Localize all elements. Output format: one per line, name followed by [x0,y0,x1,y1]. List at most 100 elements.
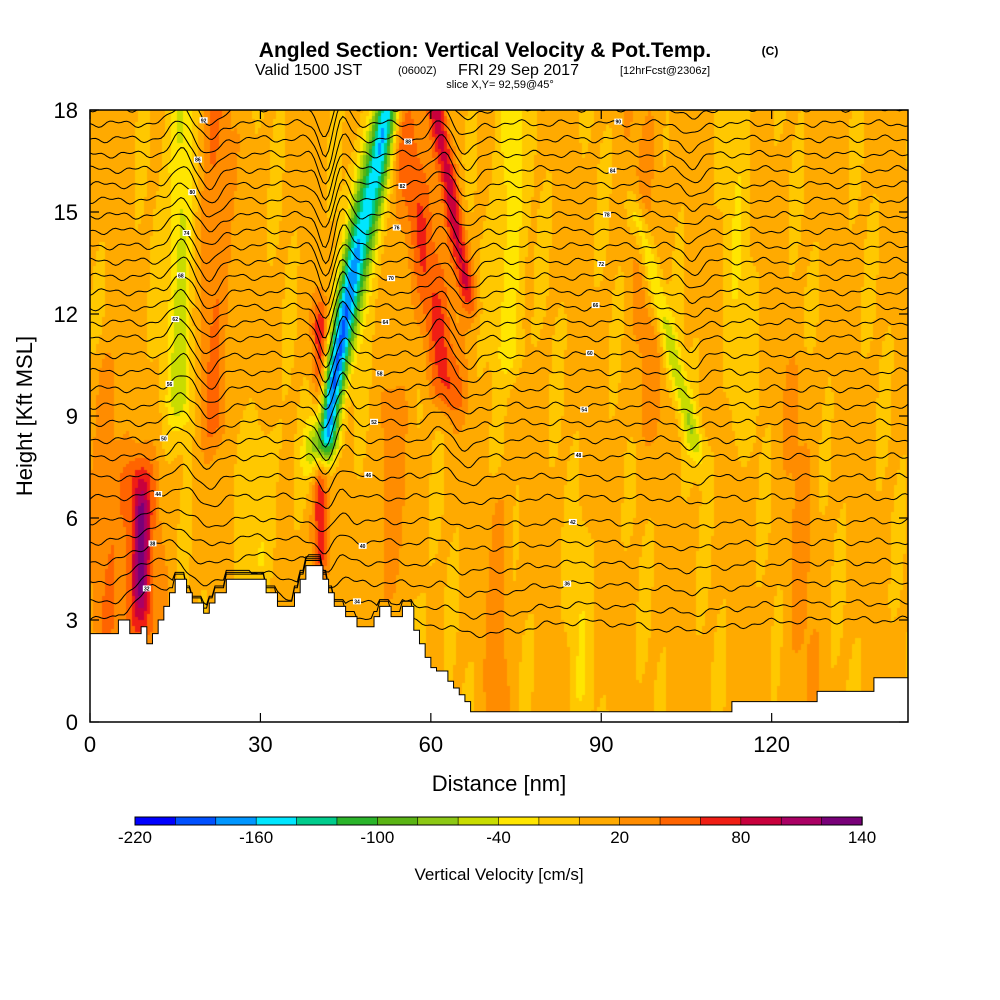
isentrope-label-bg [188,189,197,196]
x-axis-ticks: 0 30 60 90 120 [84,110,790,757]
isentrope-label: 70 [388,276,394,282]
colorbar-swatch [134,816,177,826]
isentrope-label: 54 [581,407,587,413]
subtitle-forecast: [12hrFcst@2306z] [620,65,710,77]
colorbar-tick-labels: -220 -160 -100 -40 20 80 140 [118,828,876,847]
isentrope-line [90,558,908,620]
colorbar-swatch [821,816,863,826]
potential-temperature-contours: 32 34 36 38 40 42 44 46 48 50 52 54 56 58 60 62 64 66 68 70… [90,110,908,639]
isentrope-line [90,315,908,369]
colorbar-tick-label: -40 [486,828,511,847]
isentrope-line [90,286,908,339]
isentrope-label-bg [375,370,384,377]
colorbar-tick-label: 140 [848,828,876,847]
isentrope-line [90,486,908,509]
isentrope-label-bg [193,156,202,163]
isentrope-label-bg [602,211,611,218]
subtitle-date: FRI 29 Sep 2017 [458,62,579,79]
colorbar-swatch [619,816,661,826]
subtitle-valid: Valid 1500 JST [255,62,363,79]
colorbar-swatch [578,816,621,826]
isentrope-label: 58 [377,371,383,377]
isentrope-label-bg [387,275,396,282]
colorbar [134,816,863,826]
isentrope-label-bg [182,230,191,237]
y-tick-label: 3 [66,608,78,633]
colorbar-tick-label: -100 [360,828,394,847]
isentrope-label: 50 [161,436,167,442]
isentrope-label-bg [370,418,379,425]
isentrope-line [90,371,908,411]
isentrope-line [90,165,908,214]
colorbar-swatch [255,816,298,826]
isentrope-label: 38 [150,541,156,547]
colorbar-tick-label: 20 [610,828,629,847]
isentrope-label: 86 [195,158,201,164]
isentrope-label: 44 [155,492,161,498]
isentrope-line [90,423,908,462]
isentrope-line [90,110,904,138]
isentrope-label: 46 [366,473,372,479]
isentrope-label-bg [159,435,168,442]
isentrope-label: 48 [576,453,582,459]
colorbar-swatch [457,816,500,826]
chart-subtitle: Valid 1500 JST (0600Z) FRI 29 Sep 2017 [… [255,62,710,79]
x-tick-label: 30 [248,732,272,757]
isentrope-label-bg [364,471,373,478]
isentrope-label-bg [165,380,174,387]
colorbar-swatch [417,816,459,826]
isentrope-label-bg [398,182,407,189]
x-tick-label: 90 [589,732,613,757]
terrain-mask [89,565,909,723]
subtitle-zulu: (0600Z) [398,65,437,77]
isentrope-line [90,441,908,475]
y-tick-label: 0 [66,710,78,735]
isentrope-label: 36 [564,582,570,588]
isentrope-label: 42 [570,520,576,526]
isentrope-label-bg [597,260,606,267]
colorbar-swatch [215,816,257,826]
colorbar-swatch [498,816,540,826]
isentrope-label: 64 [383,320,389,326]
isentrope-label-bg [608,167,617,174]
colorbar-swatch [538,816,580,826]
isentrope-label: 82 [400,184,406,190]
isentrope-label: 92 [201,118,207,124]
isentrope-label-bg [563,580,572,587]
isentrope-line [90,256,908,307]
isentrope-label-bg [358,542,367,549]
x-tick-label: 0 [84,732,96,757]
isentrope-line [90,407,908,448]
isentrope-line [90,507,908,533]
isentrope-label-bg [176,272,185,279]
isentrope-label: 52 [371,420,377,426]
x-axis-label: Distance [nm] [432,771,567,796]
isentrope-line [90,463,908,494]
isentrope-line [90,270,908,319]
isentrope-label-bg [614,118,623,125]
colorbar-swatch [296,816,338,826]
y-tick-label: 9 [66,404,78,429]
y-tick-label: 6 [66,506,78,531]
isentrope-label-bg [171,316,180,323]
isentrope-line [90,110,908,158]
isentrope-line [90,208,908,265]
isentrope-label-bg [574,452,583,459]
isentrope-label-bg [148,540,157,547]
isentrope-label: 76 [394,226,400,232]
colorbar-swatch [700,816,742,826]
isentrope-line [90,522,908,555]
isentrope-line [90,389,908,429]
isentrope-label: 74 [184,231,190,237]
isentrope-label: 90 [616,120,622,126]
isentrope-label: 78 [604,212,610,218]
isentrope-line [90,300,908,357]
y-tick-label: 18 [54,98,78,123]
chart-title-unit: (C) [762,44,779,58]
isentrope-label: 68 [178,273,184,279]
isentrope-line [90,115,908,172]
isentrope-label: 62 [172,317,178,323]
isentrope-line [90,224,908,277]
